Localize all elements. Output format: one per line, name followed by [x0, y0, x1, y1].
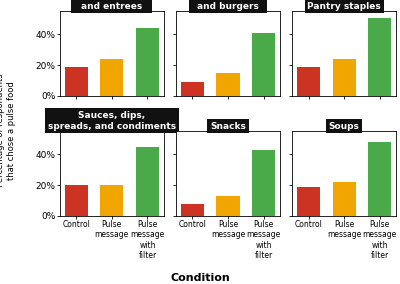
- Bar: [252, 150, 275, 216]
- Bar: [368, 142, 391, 216]
- Bar: [136, 28, 159, 96]
- Bar: [368, 18, 391, 96]
- Bar: [216, 196, 240, 216]
- Title: Frozen dinners
and entrees: Frozen dinners and entrees: [74, 0, 150, 11]
- Bar: [332, 182, 356, 216]
- Title: Snacks: Snacks: [210, 122, 246, 131]
- Bar: [100, 185, 124, 216]
- Bar: [297, 187, 320, 216]
- Bar: [252, 33, 275, 96]
- Bar: [181, 82, 204, 96]
- Bar: [65, 185, 88, 216]
- Bar: [65, 67, 88, 96]
- Text: Percentage of respondents
that chose a pulse food: Percentage of respondents that chose a p…: [0, 74, 16, 187]
- Bar: [181, 204, 204, 216]
- Title: Frozen patties
and burgers: Frozen patties and burgers: [192, 0, 264, 11]
- Title: Soups: Soups: [329, 122, 360, 131]
- Title: Sauces, dips,
spreads, and condiments: Sauces, dips, spreads, and condiments: [48, 111, 176, 131]
- Bar: [136, 147, 159, 216]
- Text: Condition: Condition: [170, 273, 230, 283]
- Bar: [216, 73, 240, 96]
- Title: Pantry staples: Pantry staples: [307, 2, 381, 11]
- Bar: [297, 67, 320, 96]
- Bar: [100, 59, 124, 96]
- Bar: [332, 59, 356, 96]
